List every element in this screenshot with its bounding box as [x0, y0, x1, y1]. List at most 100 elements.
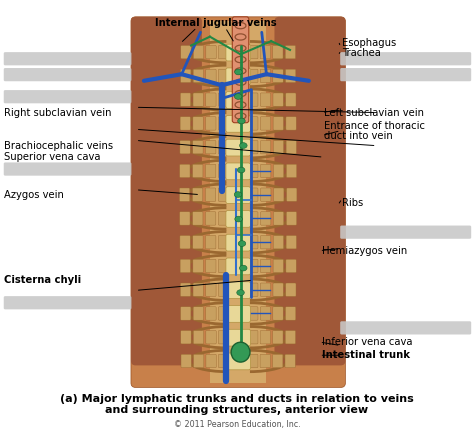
FancyBboxPatch shape — [193, 354, 204, 368]
FancyBboxPatch shape — [206, 235, 216, 249]
Text: Superior vena cava: Superior vena cava — [4, 152, 100, 162]
FancyBboxPatch shape — [260, 354, 271, 368]
FancyBboxPatch shape — [273, 354, 283, 368]
FancyBboxPatch shape — [205, 188, 216, 202]
FancyBboxPatch shape — [273, 164, 284, 178]
FancyBboxPatch shape — [180, 188, 190, 202]
FancyBboxPatch shape — [131, 17, 346, 388]
FancyBboxPatch shape — [232, 17, 249, 123]
Ellipse shape — [237, 167, 245, 173]
FancyBboxPatch shape — [219, 69, 229, 83]
FancyBboxPatch shape — [273, 283, 283, 297]
FancyBboxPatch shape — [180, 117, 191, 130]
FancyBboxPatch shape — [206, 259, 216, 273]
FancyBboxPatch shape — [286, 140, 296, 154]
FancyBboxPatch shape — [192, 164, 203, 178]
FancyBboxPatch shape — [260, 117, 271, 130]
FancyBboxPatch shape — [285, 45, 296, 59]
FancyBboxPatch shape — [219, 283, 229, 297]
FancyBboxPatch shape — [226, 44, 250, 61]
FancyBboxPatch shape — [180, 259, 191, 273]
FancyBboxPatch shape — [205, 164, 216, 178]
FancyBboxPatch shape — [192, 212, 203, 225]
FancyBboxPatch shape — [260, 235, 271, 249]
FancyBboxPatch shape — [274, 17, 346, 365]
FancyBboxPatch shape — [273, 307, 283, 320]
FancyBboxPatch shape — [226, 305, 250, 322]
FancyBboxPatch shape — [260, 259, 271, 273]
Ellipse shape — [237, 290, 244, 295]
FancyBboxPatch shape — [273, 235, 283, 249]
Text: Cisterna chyli: Cisterna chyli — [4, 275, 81, 285]
Text: Trachea: Trachea — [342, 48, 381, 59]
FancyBboxPatch shape — [226, 139, 250, 156]
FancyBboxPatch shape — [226, 258, 250, 275]
Text: Right subclavian vein: Right subclavian vein — [4, 107, 111, 118]
FancyBboxPatch shape — [193, 307, 203, 320]
FancyBboxPatch shape — [226, 210, 250, 227]
FancyBboxPatch shape — [180, 212, 190, 225]
FancyBboxPatch shape — [287, 188, 297, 202]
FancyBboxPatch shape — [219, 235, 229, 249]
FancyBboxPatch shape — [193, 140, 203, 154]
FancyBboxPatch shape — [219, 164, 229, 178]
FancyBboxPatch shape — [206, 140, 216, 154]
Text: Entrance of thoracic: Entrance of thoracic — [324, 121, 425, 131]
FancyBboxPatch shape — [247, 307, 258, 320]
Text: Esophagus: Esophagus — [342, 38, 396, 48]
FancyBboxPatch shape — [226, 282, 250, 298]
FancyBboxPatch shape — [273, 69, 283, 83]
FancyBboxPatch shape — [340, 52, 471, 65]
FancyBboxPatch shape — [219, 330, 229, 344]
FancyBboxPatch shape — [219, 93, 229, 107]
FancyBboxPatch shape — [193, 93, 203, 107]
FancyBboxPatch shape — [285, 354, 295, 368]
FancyBboxPatch shape — [273, 330, 283, 344]
FancyBboxPatch shape — [260, 283, 271, 297]
FancyBboxPatch shape — [219, 140, 229, 154]
FancyBboxPatch shape — [226, 115, 250, 132]
FancyBboxPatch shape — [247, 140, 258, 154]
FancyBboxPatch shape — [206, 93, 216, 107]
Text: © 2011 Pearson Education, Inc.: © 2011 Pearson Education, Inc. — [173, 420, 301, 429]
FancyBboxPatch shape — [219, 45, 229, 59]
FancyBboxPatch shape — [286, 283, 296, 297]
FancyBboxPatch shape — [261, 164, 271, 178]
FancyBboxPatch shape — [247, 117, 258, 130]
FancyBboxPatch shape — [273, 45, 283, 59]
Ellipse shape — [235, 216, 242, 222]
FancyBboxPatch shape — [247, 69, 258, 83]
FancyBboxPatch shape — [193, 69, 203, 83]
FancyBboxPatch shape — [286, 235, 296, 249]
FancyBboxPatch shape — [340, 68, 471, 81]
FancyBboxPatch shape — [261, 188, 271, 202]
FancyBboxPatch shape — [273, 259, 283, 273]
FancyBboxPatch shape — [285, 69, 296, 83]
FancyBboxPatch shape — [193, 330, 204, 344]
Text: Inferior vena cava: Inferior vena cava — [322, 337, 412, 347]
FancyBboxPatch shape — [206, 283, 216, 297]
Text: Azygos vein: Azygos vein — [4, 190, 64, 200]
Text: Intestinal trunk: Intestinal trunk — [322, 350, 410, 360]
FancyBboxPatch shape — [226, 234, 250, 251]
FancyBboxPatch shape — [206, 69, 216, 83]
FancyBboxPatch shape — [273, 93, 283, 107]
FancyBboxPatch shape — [219, 259, 229, 273]
FancyBboxPatch shape — [340, 226, 471, 239]
FancyBboxPatch shape — [247, 283, 258, 297]
FancyBboxPatch shape — [219, 307, 229, 320]
Ellipse shape — [237, 118, 245, 124]
FancyBboxPatch shape — [219, 212, 229, 225]
FancyBboxPatch shape — [206, 330, 216, 344]
Text: and surrounding structures, anterior view: and surrounding structures, anterior vie… — [105, 405, 369, 415]
Text: Hemiazygos vein: Hemiazygos vein — [322, 246, 407, 256]
FancyBboxPatch shape — [181, 45, 191, 59]
FancyBboxPatch shape — [206, 354, 216, 368]
FancyBboxPatch shape — [219, 117, 229, 130]
FancyBboxPatch shape — [193, 235, 203, 249]
FancyBboxPatch shape — [247, 354, 258, 368]
FancyBboxPatch shape — [286, 212, 297, 225]
FancyBboxPatch shape — [192, 188, 203, 202]
FancyBboxPatch shape — [286, 117, 296, 130]
FancyBboxPatch shape — [4, 68, 131, 81]
